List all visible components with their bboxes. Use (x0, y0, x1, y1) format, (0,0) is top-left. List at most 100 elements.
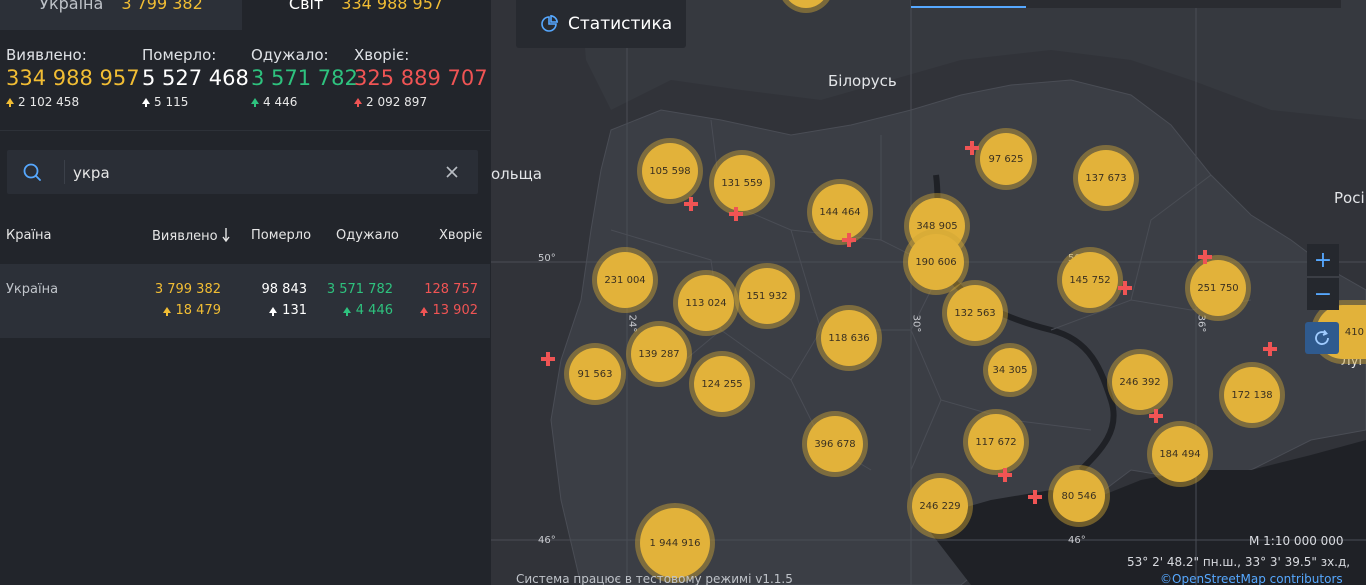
grid-label: 46° (538, 535, 556, 546)
map-cluster[interactable]: 246 392 (1112, 354, 1168, 410)
map-label-belarus: Білорусь (828, 72, 897, 90)
version-note: Система працює в тестовому режимі v1.1.5 (516, 572, 793, 585)
row-sick-value: 128 757 (424, 282, 478, 297)
row-country: Україна (6, 282, 59, 297)
total-sick-delta: 2 092 897 (366, 95, 428, 109)
map-cluster[interactable]: 113 024 (678, 275, 734, 331)
hospital-marker-icon[interactable] (1149, 409, 1163, 423)
grid-label: 24° (626, 314, 638, 333)
hospital-marker-icon[interactable] (729, 207, 743, 221)
map-cluster[interactable]: 1 944 916 (640, 508, 710, 578)
hospital-marker-icon[interactable] (1263, 342, 1277, 356)
row-deaths-delta: 131 (282, 303, 307, 318)
hospital-marker-icon[interactable] (1198, 250, 1212, 264)
map-cluster[interactable]: 124 255 (694, 356, 750, 412)
zoom-controls: + − (1307, 244, 1339, 312)
column-confirmed[interactable]: Виявлено (152, 228, 230, 244)
column-deaths[interactable]: Померло (251, 228, 312, 243)
map-cluster[interactable]: 145 752 (1062, 252, 1118, 308)
map-cluster[interactable]: 105 598 (642, 143, 698, 199)
tab-world-value: 334 988 957 (341, 0, 444, 13)
total-recovered-value: 3 571 782 (251, 66, 358, 90)
hospital-marker-icon[interactable] (842, 233, 856, 247)
search-box (7, 150, 478, 194)
map-scale: М 1:10 000 000 (1249, 534, 1344, 548)
map-cluster[interactable]: 97 625 (980, 133, 1032, 185)
column-recovered[interactable]: Одужало (336, 228, 399, 243)
map-cluster[interactable]: 139 287 (631, 326, 687, 382)
grid-label: 46° (1068, 535, 1086, 546)
total-confirmed: Виявлено: 334 988 957 2 102 458 (6, 46, 140, 109)
tab-world-name: Світ (288, 0, 324, 13)
total-deaths-delta: 5 115 (154, 95, 189, 109)
map-cluster[interactable]: 396 678 (807, 416, 863, 472)
grid-label: 30° (910, 314, 922, 333)
row-confirmed-delta: 18 479 (175, 303, 222, 318)
search-icon[interactable] (23, 163, 41, 181)
total-confirmed-label: Виявлено: (6, 46, 87, 64)
map-label-poland: ольща (491, 165, 542, 183)
arrow-up-icon (142, 98, 150, 107)
row-recovered-value: 3 571 782 (326, 282, 393, 297)
map-cluster[interactable] (783, 0, 829, 8)
hospital-marker-icon[interactable] (1118, 281, 1132, 295)
map-cluster[interactable]: 190 606 (908, 234, 964, 290)
column-country[interactable]: Країна (6, 228, 52, 243)
arrow-up-icon (6, 98, 14, 107)
row-deaths: 98 843 131 (262, 282, 308, 318)
cursor-coordinates: 53° 2' 48.2" пн.ш., 33° 3' 39.5" зх.д, (1127, 555, 1351, 569)
table-row[interactable]: Україна 3 799 382 18 479 98 843 131 3 57… (0, 264, 490, 338)
map-cluster[interactable]: 151 932 (739, 268, 795, 324)
hospital-marker-icon[interactable] (541, 352, 555, 366)
map-cluster[interactable]: 137 673 (1078, 150, 1134, 206)
map-cluster[interactable]: 132 563 (947, 285, 1003, 341)
map-view[interactable]: Білорусь ольща Росі Луганс 50° 50° 46° 4… (491, 0, 1366, 585)
tab-country-value: 3 799 382 (121, 0, 203, 13)
tab-world[interactable]: Світ 334 988 957 (242, 0, 490, 30)
map-cluster[interactable]: 34 305 (988, 348, 1032, 392)
map-cluster[interactable]: 172 138 (1224, 367, 1280, 423)
column-confirmed-label: Виявлено (152, 229, 218, 244)
column-sick[interactable]: Хворіє (439, 228, 483, 243)
hospital-marker-icon[interactable] (1028, 490, 1042, 504)
map-cluster[interactable]: 80 546 (1053, 470, 1105, 522)
arrow-up-icon (162, 306, 171, 316)
grid-label: 36° (1195, 314, 1207, 333)
tab-country-name: Україна (39, 0, 104, 13)
map-label-russia: Росі (1334, 189, 1365, 207)
statistics-button[interactable]: Статистика (516, 0, 686, 48)
map-cluster[interactable]: 144 464 (812, 184, 868, 240)
zoom-in-button[interactable]: + (1307, 244, 1339, 276)
total-sick: Хворіє: 325 889 707 2 092 897 (354, 46, 488, 109)
total-sick-value: 325 889 707 (354, 66, 488, 90)
table-header: Країна Виявлено Померло Одужало Хворіє (0, 228, 490, 248)
total-deaths-label: Померло: (142, 46, 217, 64)
zoom-out-button[interactable]: − (1307, 278, 1339, 310)
arrow-up-icon (251, 98, 259, 107)
hospital-marker-icon[interactable] (998, 468, 1012, 482)
hospital-marker-icon[interactable] (965, 141, 979, 155)
map-cluster[interactable]: 251 750 (1190, 260, 1246, 316)
row-sick: 128 757 13 902 (419, 282, 479, 318)
map-cluster[interactable]: 246 229 (912, 478, 968, 534)
total-deaths: Померло: 5 527 468 5 115 (142, 46, 249, 109)
map-cluster[interactable]: 91 563 (569, 348, 621, 400)
hospital-marker-icon[interactable] (684, 197, 698, 211)
map-cluster[interactable]: 117 672 (968, 414, 1024, 470)
total-sick-label: Хворіє: (354, 46, 410, 64)
map-cluster[interactable]: 131 559 (714, 155, 770, 211)
arrow-up-icon (342, 306, 351, 316)
pie-chart-icon (541, 15, 558, 32)
map-cluster[interactable]: 231 004 (597, 252, 653, 308)
map-cluster[interactable]: 184 494 (1152, 426, 1208, 482)
search-input[interactable] (71, 160, 435, 186)
refresh-button[interactable] (1305, 322, 1339, 354)
osm-attribution-link[interactable]: ©OpenStreetMap contributors (1160, 572, 1343, 585)
row-sick-delta: 13 902 (432, 303, 479, 318)
tab-country[interactable]: Україна 3 799 382 (0, 0, 242, 30)
stats-panel: Україна 3 799 382 Світ 334 988 957 Виявл… (0, 0, 490, 585)
refresh-icon (1315, 329, 1329, 345)
grid-label: 50° (538, 253, 556, 264)
close-icon[interactable] (444, 164, 460, 180)
map-cluster[interactable]: 118 636 (821, 310, 877, 366)
